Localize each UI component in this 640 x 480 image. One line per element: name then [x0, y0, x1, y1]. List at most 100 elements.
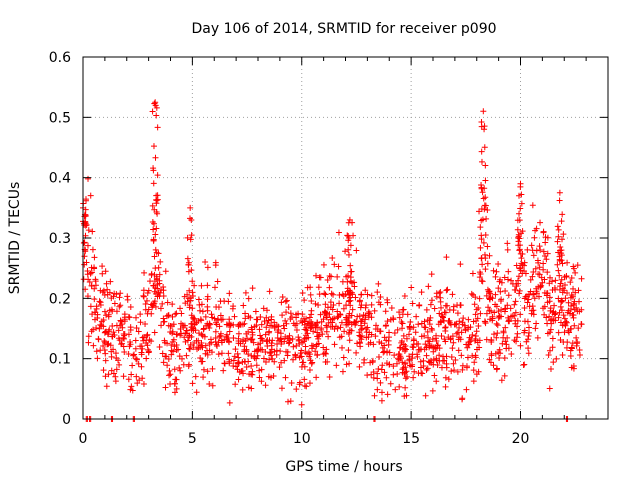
data-point: [568, 274, 575, 281]
data-point: [344, 278, 351, 285]
data-point: [400, 332, 407, 339]
data-point: [378, 389, 385, 396]
data-point: [206, 380, 213, 387]
data-point: [442, 383, 449, 390]
data-point: [504, 240, 511, 247]
data-point: [206, 324, 213, 331]
data-point: [343, 361, 350, 368]
data-point: [457, 302, 464, 309]
data-point: [418, 320, 425, 327]
data-point: [485, 304, 492, 311]
data-point: [283, 320, 290, 327]
data-point: [112, 373, 119, 380]
data-point: [313, 374, 320, 381]
data-point: [267, 374, 274, 381]
data-point: [209, 382, 216, 389]
data-point: [116, 361, 123, 368]
data-point: [377, 328, 384, 335]
data-point: [110, 329, 117, 336]
data-point: [449, 345, 456, 352]
data-point: [445, 376, 452, 383]
data-point: [414, 353, 421, 360]
y-axis-label: SRMTID / TECUs: [7, 182, 23, 295]
data-point: [476, 344, 483, 351]
data-point: [494, 330, 501, 337]
data-point: [339, 344, 346, 351]
data-point: [230, 357, 237, 364]
data-point: [495, 285, 502, 292]
data-point: [331, 341, 338, 348]
data-point: [516, 290, 523, 297]
data-point: [409, 355, 416, 362]
data-point: [396, 351, 403, 358]
data-point: [442, 324, 449, 331]
data-point: [394, 326, 401, 333]
data-point: [150, 226, 157, 233]
data-point: [576, 352, 583, 359]
data-point: [496, 278, 503, 285]
data-point: [461, 322, 468, 329]
data-point: [161, 337, 168, 344]
data-point: [249, 368, 256, 375]
data-point: [568, 292, 575, 299]
data-point: [329, 254, 336, 261]
data-point: [342, 248, 349, 255]
data-point: [478, 206, 485, 213]
data-point: [283, 297, 290, 304]
data-point: [417, 358, 424, 365]
data-point: [368, 292, 375, 299]
data-point: [483, 215, 490, 222]
data-point: [299, 311, 306, 318]
data-point: [455, 347, 462, 354]
data-point: [514, 217, 521, 224]
data-point: [281, 325, 288, 332]
data-point: [94, 355, 101, 362]
data-point: [465, 339, 472, 346]
data-point: [100, 343, 107, 350]
data-point: [521, 304, 528, 311]
data-point: [575, 287, 582, 294]
data-point: [221, 336, 228, 343]
data-point: [399, 325, 406, 332]
data-point: [129, 362, 136, 369]
data-point: [478, 158, 485, 165]
data-point: [426, 321, 433, 328]
x-tick-label: 5: [188, 431, 197, 447]
data-point: [381, 369, 388, 376]
data-point: [183, 352, 190, 359]
data-point: [530, 269, 537, 276]
data-point: [345, 318, 352, 325]
data-point: [212, 328, 219, 335]
data-point: [121, 348, 128, 355]
data-point: [507, 305, 514, 312]
data-point: [186, 215, 193, 222]
data-point: [375, 353, 382, 360]
data-point: [543, 256, 550, 263]
data-point: [505, 268, 512, 275]
data-point: [150, 282, 157, 289]
data-point: [442, 374, 449, 381]
data-point: [317, 311, 324, 318]
data-point: [251, 323, 258, 330]
data-point: [189, 293, 196, 300]
data-point: [482, 194, 489, 201]
data-point: [505, 292, 512, 299]
data-point: [574, 339, 581, 346]
data-point: [534, 257, 541, 264]
data-point: [563, 273, 570, 280]
data-point: [140, 334, 147, 341]
data-point: [109, 322, 116, 329]
data-point: [80, 240, 87, 247]
data-point: [169, 301, 176, 308]
data-point: [484, 260, 491, 267]
data-point: [106, 307, 113, 314]
data-point: [103, 312, 110, 319]
data-point: [480, 239, 487, 246]
data-point: [370, 368, 377, 375]
data-point: [442, 309, 449, 316]
data-point: [459, 319, 466, 326]
data-point: [89, 228, 96, 235]
data-point: [418, 333, 425, 340]
data-point: [429, 387, 436, 394]
data-point: [282, 333, 289, 340]
